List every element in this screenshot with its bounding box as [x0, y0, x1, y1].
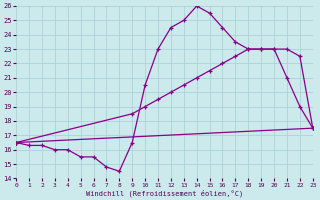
X-axis label: Windchill (Refroidissement éolien,°C): Windchill (Refroidissement éolien,°C) — [86, 189, 243, 197]
